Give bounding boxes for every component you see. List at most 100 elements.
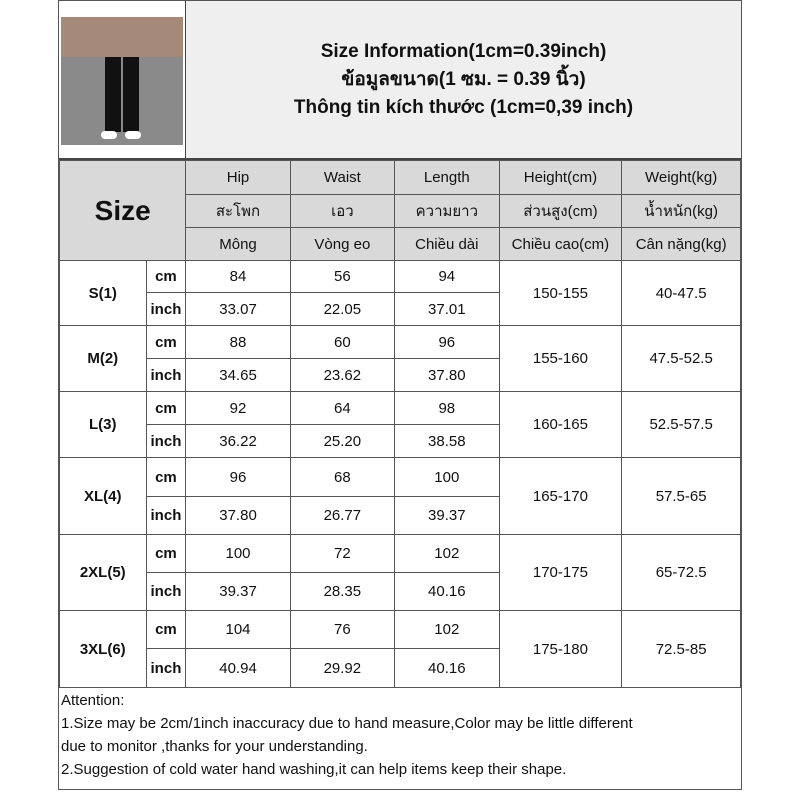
column-header: น้ำหนัก(kg) <box>621 194 741 228</box>
measurement-value: 88 <box>185 325 291 359</box>
table-row: inch 39.37 28.35 40.16 <box>60 572 741 611</box>
size-name: 3XL(6) <box>59 610 147 688</box>
measurement-value: 68 <box>289 457 396 497</box>
measurement-value: 22.05 <box>289 292 396 326</box>
weight-range: 65-72.5 <box>621 534 741 611</box>
table-row: inch 37.80 26.77 39.37 <box>60 496 741 535</box>
note-line: 2.Suggestion of cold water hand washing,… <box>61 761 567 778</box>
table-row: inch 33.07 22.05 37.01 <box>60 292 741 326</box>
column-header: ส่วนสูง(cm) <box>498 194 623 228</box>
size-name: 2XL(5) <box>59 534 147 611</box>
size-chart: Size Information(1cm=0.39inch) ข้อมูลขนา… <box>58 0 742 790</box>
column-header: Weight(kg) <box>621 160 741 195</box>
column-header: Cân nặng(kg) <box>621 227 741 261</box>
unit-label: cm <box>145 391 187 425</box>
column-header: Vòng eo <box>289 227 396 261</box>
table-row: 2XL(5) cm 100 72 102 170-175 65-72.5 <box>59 534 741 611</box>
measurement-value: 102 <box>394 534 500 573</box>
unit-label: cm <box>145 457 187 497</box>
unit-label: cm <box>145 610 187 649</box>
height-range: 160-165 <box>498 391 623 458</box>
measurement-value: 76 <box>289 610 396 649</box>
height-range: 170-175 <box>498 534 623 611</box>
measurement-value: 25.20 <box>289 424 396 458</box>
measurement-value: 38.58 <box>394 424 500 458</box>
measurement-value: 23.62 <box>289 358 396 392</box>
column-header: Hip <box>185 160 291 195</box>
column-header: Length <box>394 160 500 195</box>
title-block: Size Information(1cm=0.39inch) ข้อมูลขนา… <box>185 1 741 158</box>
table-row: inch 36.22 25.20 38.58 <box>60 424 741 458</box>
measurement-value: 96 <box>185 457 291 497</box>
measurement-value: 40.16 <box>394 648 500 688</box>
chart-header: Size Information(1cm=0.39inch) ข้อมูลขนา… <box>59 1 741 160</box>
table-row: L(3) cm 92 64 98 160-165 52.5-57.5 <box>59 391 741 458</box>
table-row: inch 34.65 23.62 37.80 <box>60 358 741 392</box>
note-line: 1.Size may be 2cm/1inch inaccuracy due t… <box>61 715 633 732</box>
attention-notes: Attention: 1.Size may be 2cm/1inch inacc… <box>61 689 633 781</box>
measurement-value: 104 <box>185 610 291 649</box>
column-header: เอว <box>289 194 396 228</box>
measurement-value: 84 <box>185 260 291 293</box>
table-row: 3XL(6) cm 104 76 102 175-180 72.5-85 <box>59 610 741 688</box>
product-photo <box>61 17 183 145</box>
size-name: XL(4) <box>59 457 147 535</box>
height-range: 150-155 <box>498 260 623 326</box>
measurement-value: 39.37 <box>185 572 291 611</box>
measurement-value: 96 <box>394 325 500 359</box>
column-header: Chiều dài <box>394 227 500 261</box>
measurement-value: 28.35 <box>289 572 396 611</box>
measurement-value: 92 <box>185 391 291 425</box>
column-header: Waist <box>289 160 396 195</box>
size-name: S(1) <box>59 260 147 326</box>
measurement-value: 36.22 <box>185 424 291 458</box>
measurement-value: 100 <box>185 534 291 573</box>
weight-range: 57.5-65 <box>621 457 741 535</box>
measurement-value: 40.94 <box>185 648 291 688</box>
unit-label: inch <box>145 424 187 458</box>
unit-label: cm <box>145 534 187 573</box>
weight-range: 47.5-52.5 <box>621 325 741 392</box>
column-header: สะโพก <box>185 194 291 228</box>
unit-label: inch <box>145 358 187 392</box>
column-header: Chiều cao(cm) <box>498 227 623 261</box>
measurement-value: 102 <box>394 610 500 649</box>
note-heading: Attention: <box>61 692 125 709</box>
title-th: ข้อมูลขนาด(1 ซม. = 0.39 นิ้ว) <box>341 68 586 90</box>
note-line: due to monitor ,thanks for your understa… <box>61 738 368 755</box>
measurement-value: 26.77 <box>289 496 396 535</box>
weight-range: 52.5-57.5 <box>621 391 741 458</box>
table-row: inch 40.94 29.92 40.16 <box>60 648 741 688</box>
measurement-value: 39.37 <box>394 496 500 535</box>
unit-label: cm <box>145 260 187 293</box>
title-en: Size Information(1cm=0.39inch) <box>320 40 607 62</box>
measurement-value: 94 <box>394 260 500 293</box>
table-row: M(2) cm 88 60 96 155-160 47.5-52.5 <box>59 325 741 392</box>
column-header: Mông <box>185 227 291 261</box>
height-range: 175-180 <box>498 610 623 688</box>
measurement-value: 37.01 <box>394 292 500 326</box>
column-header: Height(cm) <box>498 160 623 195</box>
height-range: 155-160 <box>498 325 623 392</box>
measurement-value: 40.16 <box>394 572 500 611</box>
height-range: 165-170 <box>498 457 623 535</box>
measurement-value: 37.80 <box>185 496 291 535</box>
measurement-value: 29.92 <box>289 648 396 688</box>
unit-label: inch <box>145 648 187 688</box>
weight-range: 72.5-85 <box>621 610 741 688</box>
title-vi: Thông tin kích thước (1cm=0,39 inch) <box>293 96 634 118</box>
measurement-value: 60 <box>289 325 396 359</box>
measurement-value: 56 <box>289 260 396 293</box>
size-name: L(3) <box>59 391 147 458</box>
column-header: ความยาว <box>394 194 500 228</box>
table-row: XL(4) cm 96 68 100 165-170 57.5-65 <box>59 457 741 535</box>
unit-label: inch <box>145 572 187 611</box>
size-table: Size Hip Waist Length Height(cm) Weight(kg) สะ… <box>58 160 741 688</box>
table-row: S(1) cm 84 56 94 150-155 40-47.5 <box>59 260 741 326</box>
measurement-value: 98 <box>394 391 500 425</box>
measurement-value: 64 <box>289 391 396 425</box>
measurement-value: 72 <box>289 534 396 573</box>
unit-label: inch <box>145 496 187 535</box>
measurement-value: 100 <box>394 457 500 497</box>
measurement-value: 34.65 <box>185 358 291 392</box>
